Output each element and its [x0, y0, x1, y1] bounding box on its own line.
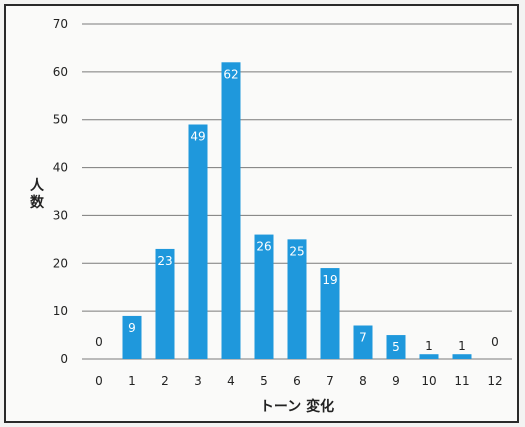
x-tick-label: 2 — [161, 374, 169, 388]
data-label: 7 — [359, 331, 367, 345]
bar-value-labels: 0 9 23 49 62 26 25 19 7 5 1 1 0 — [95, 67, 499, 354]
x-axis-ticks: 0 1 2 3 4 5 6 7 8 9 10 11 12 — [95, 374, 502, 388]
x-tick-label: 10 — [421, 374, 436, 388]
y-tick-label: 40 — [53, 161, 68, 175]
y-axis-title-char-1: 人 — [30, 177, 45, 194]
y-axis-ticks: 0 10 20 30 40 50 60 70 — [53, 17, 68, 366]
data-label: 0 — [95, 335, 103, 349]
y-tick-label: 0 — [60, 352, 68, 366]
bar — [419, 354, 439, 359]
bar — [353, 325, 373, 359]
gridlines — [82, 23, 512, 360]
x-tick-label: 1 — [128, 374, 136, 388]
bar — [122, 315, 142, 359]
data-label: 19 — [322, 273, 337, 287]
x-tick-label: 5 — [260, 374, 268, 388]
y-tick-label: 20 — [53, 256, 68, 270]
y-tick-label: 10 — [53, 304, 68, 318]
x-tick-label: 12 — [487, 374, 502, 388]
data-label: 26 — [256, 240, 271, 254]
bar — [188, 124, 208, 359]
x-tick-label: 6 — [293, 374, 301, 388]
bar — [287, 239, 307, 359]
data-label: 9 — [128, 321, 136, 335]
bar — [221, 62, 241, 360]
y-tick-label: 70 — [53, 17, 68, 31]
data-label: 0 — [491, 335, 499, 349]
y-tick-label: 50 — [53, 113, 68, 127]
data-label: 23 — [157, 254, 172, 268]
x-tick-label: 9 — [392, 374, 400, 388]
bar — [452, 354, 472, 359]
x-tick-label: 7 — [326, 374, 334, 388]
data-label: 25 — [289, 244, 304, 258]
x-tick-label: 0 — [95, 374, 103, 388]
data-label: 62 — [223, 67, 238, 81]
y-tick-label: 30 — [53, 208, 68, 222]
data-label: 5 — [392, 340, 400, 354]
bar — [155, 248, 175, 359]
x-tick-label: 11 — [454, 374, 469, 388]
x-axis-title: トーン 変化 — [260, 398, 334, 415]
y-tick-label: 60 — [53, 65, 68, 79]
bars — [122, 62, 472, 360]
x-tick-label: 8 — [359, 374, 367, 388]
x-tick-label: 4 — [227, 374, 235, 388]
y-axis-title-char-2: 数 — [30, 194, 45, 211]
data-label: 49 — [190, 130, 205, 144]
data-label: 1 — [458, 339, 466, 353]
x-tick-label: 3 — [194, 374, 202, 388]
bar — [254, 234, 274, 359]
bar — [320, 268, 340, 359]
bar — [386, 335, 406, 359]
data-label: 1 — [425, 339, 433, 353]
